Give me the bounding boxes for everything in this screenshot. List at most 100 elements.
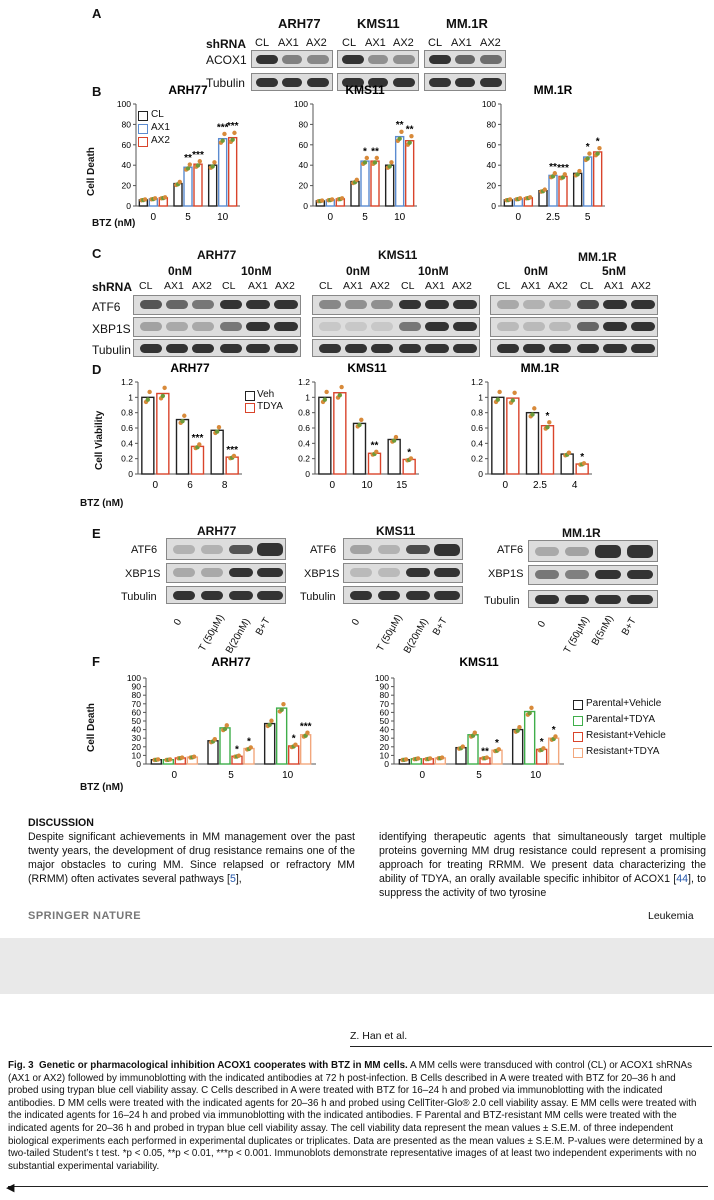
data-point xyxy=(517,196,523,201)
e-row-atf6-2: ATF6 xyxy=(310,544,337,556)
panel-e-letter: E xyxy=(92,526,101,541)
chart-title: ARH77 xyxy=(168,83,208,97)
y-tick-label: 70 xyxy=(132,699,142,709)
y-tick-label: 1.2 xyxy=(298,377,310,387)
data-point xyxy=(185,166,191,171)
e-lane: 0 xyxy=(350,617,363,628)
western-blot xyxy=(337,50,419,68)
significance-label: * xyxy=(292,733,296,744)
citation-link-5[interactable]: 5 xyxy=(229,873,236,885)
data-point xyxy=(529,705,534,711)
c-lane: AX1 xyxy=(521,280,541,292)
western-blot xyxy=(337,73,419,91)
blot-band xyxy=(595,595,621,604)
blot-band xyxy=(229,545,253,554)
panel-a-cell-1: ARH77 xyxy=(278,16,321,31)
x-tick-label: 4 xyxy=(572,480,578,491)
c-shrna-label: shRNA xyxy=(92,280,133,294)
chart-title: KMS11 xyxy=(459,655,499,669)
blot-band xyxy=(406,591,430,600)
data-point xyxy=(354,177,359,183)
data-point xyxy=(497,389,502,395)
data-point xyxy=(510,398,516,403)
x-tick-label: 8 xyxy=(222,480,228,491)
citation-link-44[interactable]: 44 xyxy=(676,873,688,885)
blot-band xyxy=(368,55,388,64)
blot-band xyxy=(371,344,393,353)
data-point xyxy=(337,392,343,398)
y-tick-label: 0 xyxy=(136,759,141,769)
data-point xyxy=(248,745,253,750)
blot-band xyxy=(192,300,214,309)
b-y-label: Cell Death xyxy=(86,147,97,196)
data-point xyxy=(230,137,235,142)
c-cell-2: KMS11 xyxy=(378,248,418,262)
y-tick-label: 0 xyxy=(303,201,308,211)
blot-band xyxy=(455,55,475,64)
y-tick-label: 1 xyxy=(305,392,310,402)
blot-band xyxy=(480,55,502,64)
blot-band xyxy=(140,300,162,309)
blot-band xyxy=(399,300,421,309)
blot-band xyxy=(256,78,278,87)
blot-band xyxy=(274,344,298,353)
significance-label: * xyxy=(495,738,499,749)
panel-a-cell-2: KMS11 xyxy=(357,16,400,31)
y-tick-label: 50 xyxy=(380,716,390,726)
data-point xyxy=(216,425,222,430)
x-tick-label: 5 xyxy=(476,770,482,781)
significance-label: * xyxy=(552,725,556,736)
data-point xyxy=(319,198,325,203)
d-legend-veh: Veh xyxy=(257,389,275,400)
panel-a-letter: A xyxy=(92,6,102,21)
bar xyxy=(491,396,505,475)
data-point xyxy=(408,456,414,461)
c-lane: CL xyxy=(580,280,594,292)
blot-band xyxy=(345,322,367,331)
data-point xyxy=(552,171,557,176)
data-point xyxy=(160,393,166,399)
a-lane: AX1 xyxy=(278,37,299,49)
data-point xyxy=(399,129,404,134)
y-tick-label: 0 xyxy=(128,469,133,479)
bar xyxy=(275,707,288,765)
y-tick-label: 0.8 xyxy=(298,408,310,418)
significance-label: ** xyxy=(371,441,379,452)
blot-band xyxy=(368,78,388,87)
significance-label: * xyxy=(586,142,590,153)
legend-swatch-resistant-tdya xyxy=(573,748,583,758)
data-point xyxy=(339,196,345,201)
blot-band xyxy=(425,322,449,331)
bar xyxy=(506,397,520,475)
blot-band xyxy=(229,568,253,577)
western-blot xyxy=(490,295,658,315)
data-point xyxy=(155,757,161,762)
data-point xyxy=(403,757,409,762)
data-point xyxy=(391,438,397,443)
chart-title: MM.1R xyxy=(534,83,573,97)
data-point xyxy=(212,736,217,742)
blot-band xyxy=(319,344,341,353)
data-point xyxy=(517,724,522,730)
blot-band xyxy=(257,568,283,577)
e-cell-2: KMS11 xyxy=(376,524,416,538)
panel-a-shrna-label: shRNA xyxy=(206,37,247,51)
data-point xyxy=(553,734,558,739)
c-lane: AX2 xyxy=(548,280,568,292)
blot-band xyxy=(246,344,270,353)
y-tick-label: 1.2 xyxy=(471,377,483,387)
y-tick-label: 0.6 xyxy=(298,423,310,433)
blot-band xyxy=(246,322,270,331)
significance-label: * xyxy=(580,452,584,463)
significance-label: *** xyxy=(557,163,569,174)
e-lane: T (50μM) xyxy=(197,612,227,654)
data-point xyxy=(210,164,215,169)
data-point xyxy=(527,710,532,716)
y-tick-label: 0 xyxy=(384,759,389,769)
blot-band xyxy=(429,55,451,64)
data-point xyxy=(232,130,237,136)
y-tick-label: 20 xyxy=(299,181,309,191)
blot-band xyxy=(173,545,195,554)
significance-label: *** xyxy=(226,445,238,456)
western-blot xyxy=(528,565,658,585)
